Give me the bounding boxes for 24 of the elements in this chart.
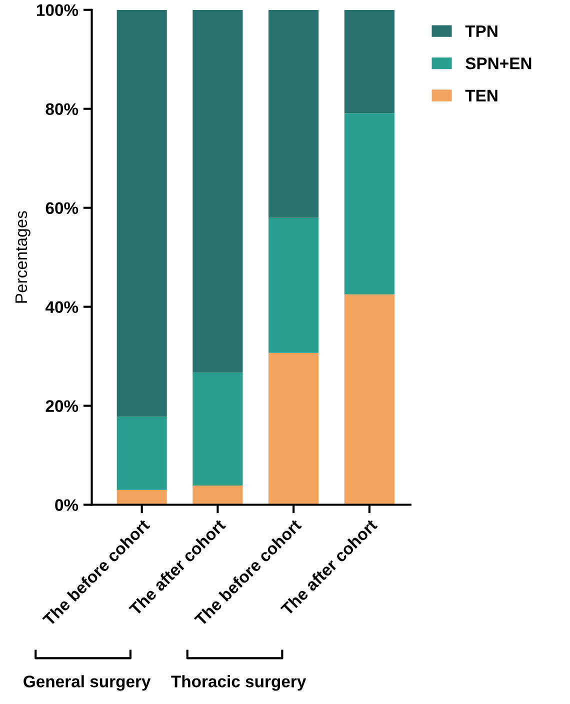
bar [268,10,319,218]
legend-label: TEN [465,90,498,102]
legend-label: TPN [465,25,498,37]
y-axis-title: Percentages [15,211,30,303]
y-tick-label: 100% [37,4,78,16]
y-tick-label: 40% [45,301,78,314]
text: General surgery [24,675,151,691]
bar [116,490,167,505]
bar [192,10,243,373]
bar [192,372,243,486]
bar [268,218,319,353]
bar [116,10,167,417]
y-tick-label: 0% [55,499,78,511]
y-tick-label: 80% [46,103,78,116]
y-tick-label: 60% [46,202,78,214]
bar [116,416,167,490]
bar [344,294,394,505]
bar [268,352,319,505]
text: Thoracic surgery [171,675,306,691]
y-tick-label: 20% [46,400,78,412]
bar [344,113,394,294]
bar [192,485,243,505]
bar [344,10,394,114]
legend-label: SPN+EN [466,58,532,70]
